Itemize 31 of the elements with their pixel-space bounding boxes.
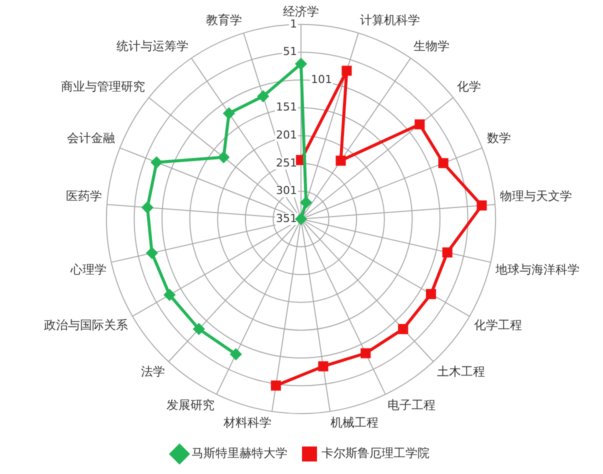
spoke-label: 土木工程 — [436, 364, 485, 379]
y-tick-label: 1 — [290, 17, 297, 30]
y-tick-label: 251 — [276, 156, 298, 170]
spoke-label: 机械工程 — [330, 416, 379, 430]
spoke-label: 政治与国际关系 — [44, 318, 128, 332]
spoke-label: 医药学 — [66, 189, 102, 204]
spoke-label: 法学 — [141, 364, 166, 379]
spoke-label: 心理学 — [69, 262, 106, 277]
legend-label: 马斯特里赫特大学 — [192, 446, 288, 460]
spoke-label: 地球与海洋科学 — [494, 262, 580, 277]
spoke-label: 统计与运筹学 — [116, 39, 189, 54]
y-tick-label: 351 — [276, 212, 298, 225]
spoke-label: 材料科学 — [222, 416, 272, 430]
y-tick-label: 201 — [276, 128, 298, 142]
spoke-label: 物理与天文学 — [500, 189, 572, 204]
y-tick-label: 101 — [311, 72, 332, 86]
spoke-label: 商业与管理研究 — [60, 79, 145, 94]
spoke-label: 经济学 — [283, 4, 319, 18]
spoke-label: 电子工程 — [388, 398, 436, 412]
spoke-label: 发展研究 — [166, 398, 214, 412]
spoke-label: 会计金融 — [67, 131, 116, 146]
spoke-label: 生物学 — [413, 39, 450, 54]
y-tick-label: 151 — [276, 100, 298, 114]
spoke-label: 教育学 — [206, 13, 242, 28]
y-tick-label: 51 — [283, 45, 298, 58]
spoke-label: 化学 — [457, 79, 482, 94]
spoke-label: 计算机科学 — [360, 13, 420, 28]
spoke-label: 数学 — [486, 131, 511, 146]
y-tick-label: 301 — [276, 184, 298, 198]
spoke-label: 化学工程 — [474, 318, 522, 332]
legend-label: 卡尔斯鲁厄理工学院 — [322, 446, 430, 460]
